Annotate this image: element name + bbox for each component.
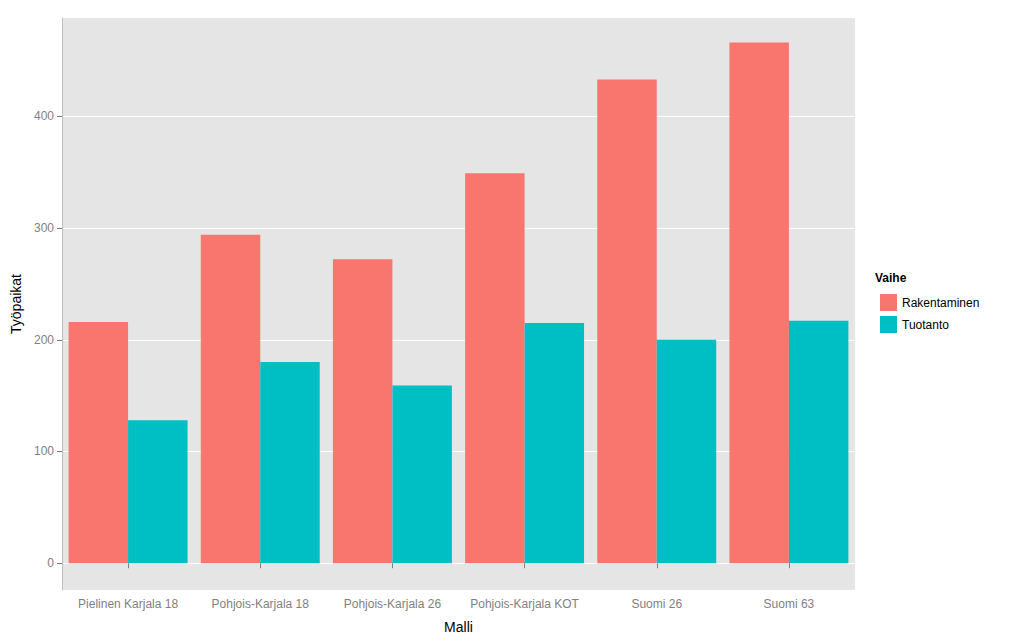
- svg-text:0: 0: [47, 556, 54, 570]
- svg-text:Rakentaminen: Rakentaminen: [902, 296, 979, 310]
- svg-text:Pohjois-Karjala KOT: Pohjois-Karjala KOT: [470, 597, 579, 611]
- svg-text:Suomi 63: Suomi 63: [764, 597, 815, 611]
- svg-text:Vaihe: Vaihe: [875, 271, 907, 285]
- svg-text:300: 300: [34, 221, 54, 235]
- svg-text:200: 200: [34, 333, 54, 347]
- svg-text:Malli: Malli: [444, 619, 473, 635]
- svg-text:Pielinen Karjala 18: Pielinen Karjala 18: [78, 597, 178, 611]
- svg-text:Pohjois-Karjala 18: Pohjois-Karjala 18: [212, 597, 310, 611]
- svg-text:Työpaikat: Työpaikat: [8, 274, 24, 334]
- svg-text:100: 100: [34, 444, 54, 458]
- svg-text:Pohjois-Karjala 26: Pohjois-Karjala 26: [344, 597, 442, 611]
- svg-text:Suomi 26: Suomi 26: [631, 597, 682, 611]
- svg-text:Tuotanto: Tuotanto: [902, 318, 949, 332]
- svg-text:400: 400: [34, 109, 54, 123]
